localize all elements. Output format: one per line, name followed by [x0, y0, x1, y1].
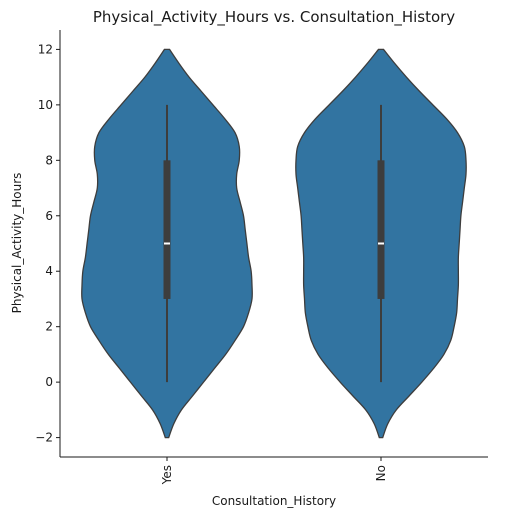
y-tick-label: 10: [38, 98, 53, 112]
y-tick-label: 8: [45, 153, 53, 167]
x-tick-label: No: [374, 465, 388, 481]
iqr-box-no: [377, 160, 385, 299]
iqr-box-yes: [163, 160, 171, 299]
y-tick-label: 12: [38, 42, 53, 56]
plot-area: [81, 48, 467, 439]
y-tick-label: 2: [45, 320, 53, 334]
y-tick-label: 6: [45, 209, 53, 223]
x-axis-ticks: Yes No: [160, 457, 388, 485]
x-axis-label: Consultation_History: [212, 494, 336, 508]
y-axis-ticks: −2 0 2 4 6 8 10 12: [35, 42, 60, 445]
y-axis-label: Physical_Activity_Hours: [10, 173, 24, 314]
y-tick-label: 4: [45, 264, 53, 278]
chart-title: Physical_Activity_Hours vs. Consultation…: [93, 8, 455, 27]
x-tick-label: Yes: [160, 465, 174, 485]
y-tick-label: −2: [35, 431, 53, 445]
y-tick-label: 0: [45, 375, 53, 389]
